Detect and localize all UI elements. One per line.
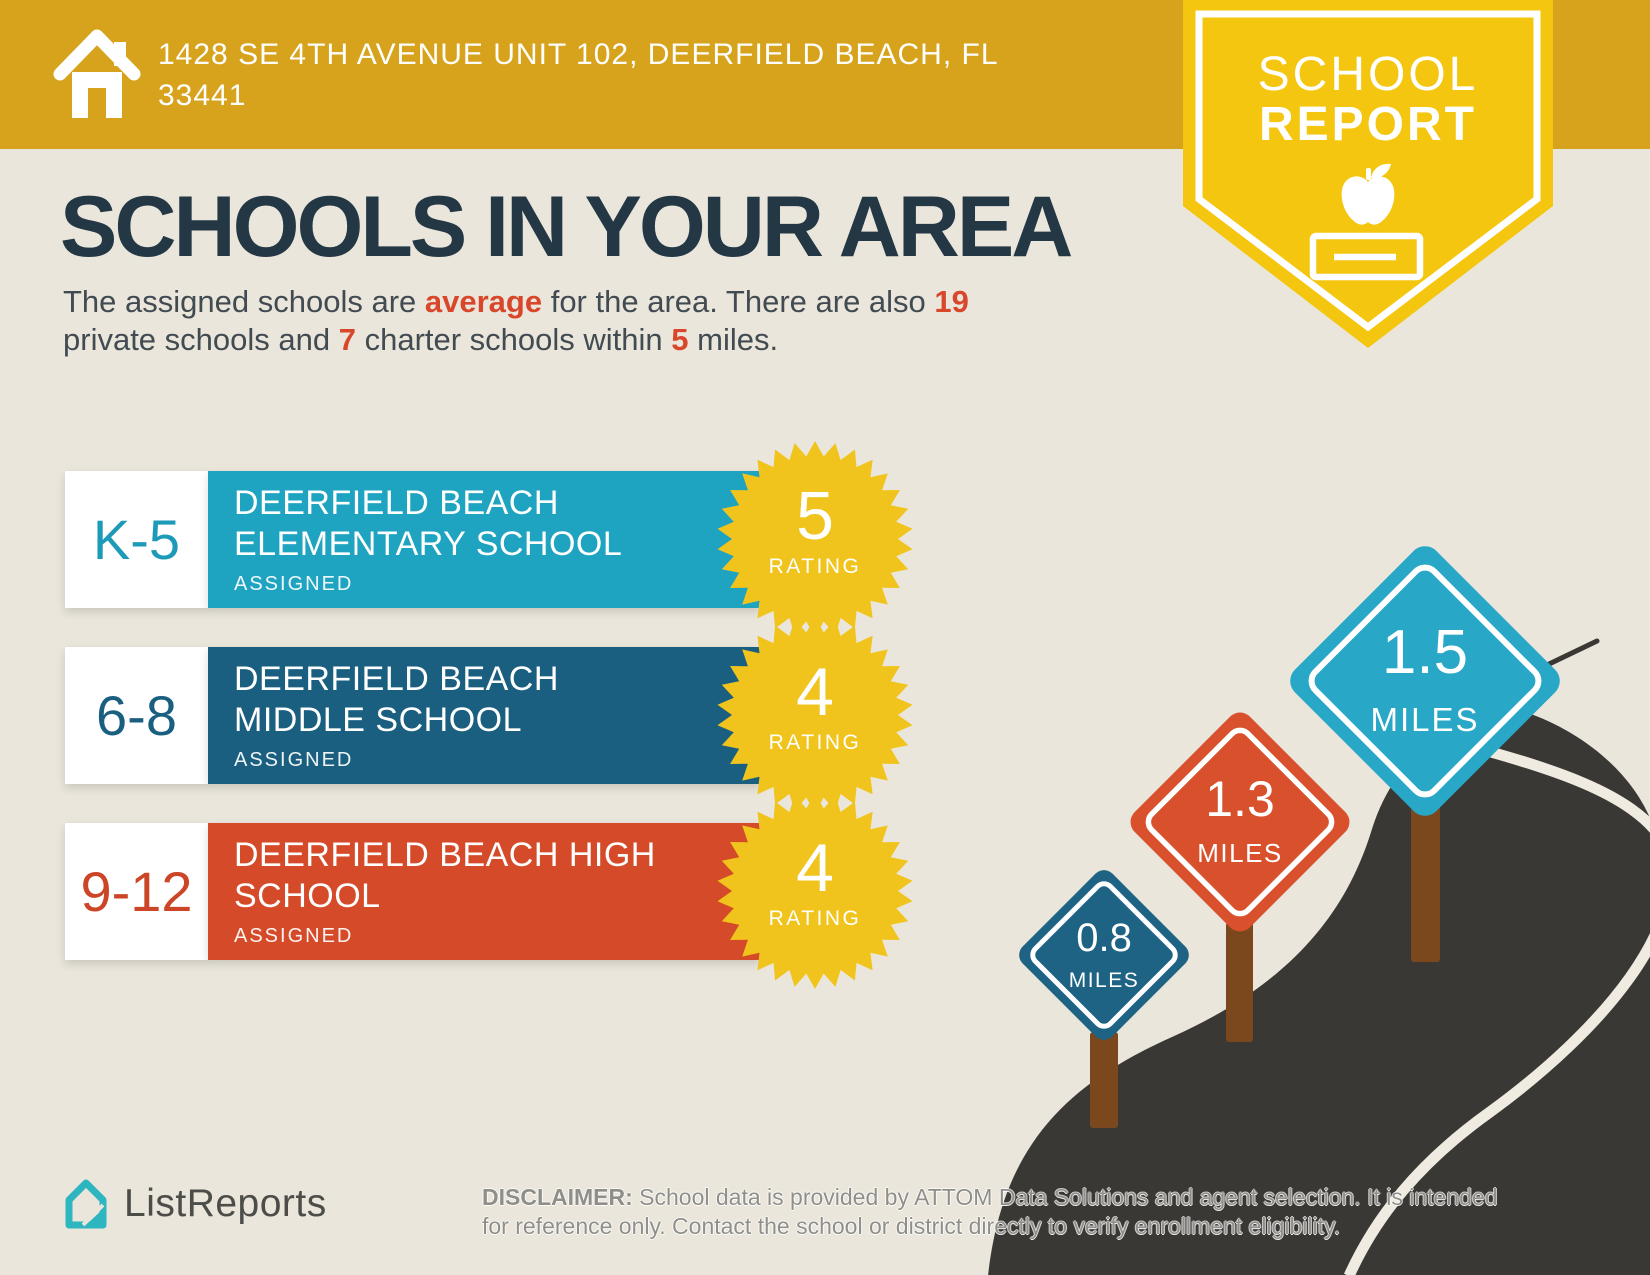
apple-on-book-icon — [1309, 163, 1424, 281]
mile-sign-near-border — [1030, 881, 1178, 1029]
mile-sign-mid: 1.3 MILES — [1130, 712, 1350, 932]
sign-post-0-8 — [1090, 1032, 1118, 1128]
mile-sign-mid-panel — [1130, 712, 1350, 932]
rating-value: 4 — [796, 654, 834, 730]
starburst-icon — [717, 617, 913, 813]
brand-name: ListReports — [124, 1182, 327, 1225]
address-line-1: 1428 SE 4TH AVENUE UNIT 102, DEERFIELD B… — [158, 38, 999, 71]
private-school-count: 19 — [934, 284, 969, 319]
rating-badge-elementary: 5 RATING — [717, 441, 913, 637]
disclaimer-line-1: DISCLAIMER: School data is provided by A… — [482, 1184, 1498, 1210]
disclaimer-text: DISCLAIMER: School data is provided by A… — [482, 1183, 1592, 1241]
home-icon — [53, 29, 141, 118]
badge-title-line2: REPORT — [1259, 98, 1477, 151]
property-address: 1428 SE 4TH AVENUE UNIT 102, DEERFIELD B… — [158, 34, 999, 116]
school-name: DEERFIELD BEACH HIGH SCHOOL — [234, 836, 656, 915]
rating-value: 5 — [796, 478, 834, 554]
starburst-icon — [717, 793, 913, 989]
school-bar: DEERFIELD BEACH HIGH SCHOOL ASSIGNED — [208, 823, 760, 960]
grade-range-label: K-5 — [65, 471, 208, 608]
school-row-high: 9-12 DEERFIELD BEACH HIGH SCHOOL ASSIGNED — [65, 823, 760, 960]
rating-label: RATING — [769, 731, 862, 754]
school-name: DEERFIELD BEACH MIDDLE SCHOOL — [234, 660, 559, 739]
disclaimer-label: DISCLAIMER: — [482, 1184, 633, 1210]
starburst-icon — [717, 441, 913, 637]
rating-label: RATING — [769, 907, 862, 930]
mile-sign-near-panel — [1019, 870, 1189, 1040]
disclaimer-line-2: for reference only. Contact the school o… — [482, 1213, 1341, 1239]
intro-text: The assigned schools are average for the… — [63, 283, 969, 359]
intro-line-1: The assigned schools are average for the… — [63, 284, 969, 319]
school-name: DEERFIELD BEACH ELEMENTARY SCHOOL — [234, 484, 623, 563]
mile-sign-far-distance: 1.5 — [1382, 618, 1468, 687]
road — [988, 703, 1650, 1275]
assignment-status: ASSIGNED — [234, 573, 354, 595]
mile-sign-mid-unit: MILES — [1197, 838, 1283, 868]
badge-inner-border — [1195, 10, 1541, 332]
school-bar: DEERFIELD BEACH ELEMENTARY SCHOOL ASSIGNE… — [208, 471, 760, 608]
intro-line-2: private schools and 7 charter schools wi… — [63, 322, 779, 357]
mile-sign-near-distance: 0.8 — [1076, 916, 1132, 960]
assignment-status: ASSIGNED — [234, 749, 354, 771]
listreports-house-icon — [65, 1179, 107, 1229]
page-title: SCHOOLS IN YOUR AREA — [60, 179, 1073, 275]
rating-label: RATING — [769, 555, 862, 578]
address-line-2: 33441 — [158, 79, 247, 112]
mile-sign-far: 1.5 MILES — [1290, 546, 1560, 816]
mile-sign-mid-border — [1145, 727, 1335, 917]
rating-value: 4 — [796, 830, 834, 906]
mile-sign-mid-distance: 1.3 — [1205, 771, 1275, 827]
sign-post-1-5 — [1411, 806, 1440, 962]
listreports-logo: ListReports — [62, 1176, 327, 1232]
road-edge-line — [1343, 736, 1650, 1275]
radius-miles: 5 — [671, 322, 689, 357]
mile-sign-far-panel — [1290, 546, 1560, 816]
school-bar: DEERFIELD BEACH MIDDLE SCHOOL ASSIGNED — [208, 647, 760, 784]
school-row-elementary: K-5 DEERFIELD BEACH ELEMENTARY SCHOOL ASS… — [65, 471, 760, 608]
mile-sign-far-unit: MILES — [1370, 701, 1479, 738]
avg-quality-accent: average — [424, 284, 543, 319]
sign-post-1-3 — [1226, 922, 1253, 1042]
home-icon-door — [88, 88, 106, 118]
mile-sign-far-border — [1308, 564, 1542, 798]
mile-sign-near-unit: MILES — [1069, 969, 1140, 992]
grade-range-label: 6-8 — [65, 647, 208, 784]
rating-badge-high: 4 RATING — [717, 793, 913, 989]
school-row-middle: 6-8 DEERFIELD BEACH MIDDLE SCHOOL ASSIGNE… — [65, 647, 760, 784]
charter-school-count: 7 — [338, 322, 356, 357]
badge-title-line1: SCHOOL — [1258, 48, 1479, 101]
rating-badge-middle: 4 RATING — [717, 617, 913, 813]
grade-range-label: 9-12 — [65, 823, 208, 960]
mile-sign-near: 0.8 MILES — [1019, 870, 1189, 1040]
assignment-status: ASSIGNED — [234, 925, 354, 947]
school-report-badge: SCHOOL REPORT — [1183, 0, 1553, 348]
